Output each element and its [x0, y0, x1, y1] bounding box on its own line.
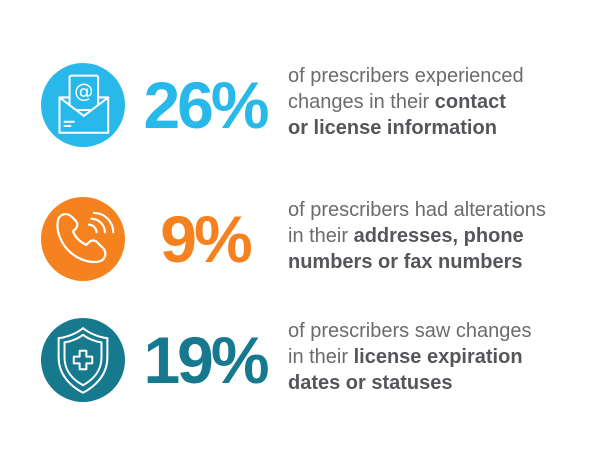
stat-text-bold: contact — [434, 91, 506, 113]
stat-text-regular: of prescribers saw changes — [288, 320, 532, 342]
stat-text-regular: of prescribers had alterations — [288, 199, 546, 221]
email-icon: @ — [41, 63, 125, 147]
stat-text-bold: or license information — [288, 117, 497, 139]
stat-percent: 19% — [143, 323, 269, 397]
svg-text:@: @ — [74, 79, 93, 102]
stat-description: of prescribers had alterations in their … — [288, 197, 546, 275]
stat-row-license: 19% of prescribers saw changes in their … — [0, 318, 600, 402]
stat-row-phone: 9% of prescribers had alterations in the… — [0, 197, 600, 281]
stat-text-regular: of prescribers experienced — [288, 65, 524, 87]
stat-text-regular: in their — [288, 225, 354, 247]
stat-text-regular: changes in their — [288, 91, 435, 113]
stat-text-bold: license expiration — [353, 346, 523, 368]
stat-text-bold: dates or statuses — [288, 372, 453, 394]
stat-description: of prescribers experienced changes in th… — [288, 63, 524, 141]
stat-text-regular: in their — [288, 346, 354, 368]
shield-cross-icon — [41, 318, 125, 402]
stat-text-bold: addresses, phone — [353, 225, 524, 247]
stat-text-bold: numbers or fax numbers — [288, 251, 523, 273]
stat-percent: 26% — [143, 68, 269, 142]
stat-row-contact: @ 26% of prescribers experienced changes… — [0, 63, 600, 147]
phone-icon — [41, 197, 125, 281]
stat-percent: 9% — [160, 202, 252, 276]
stat-description: of prescribers saw changes in their lice… — [288, 318, 531, 396]
